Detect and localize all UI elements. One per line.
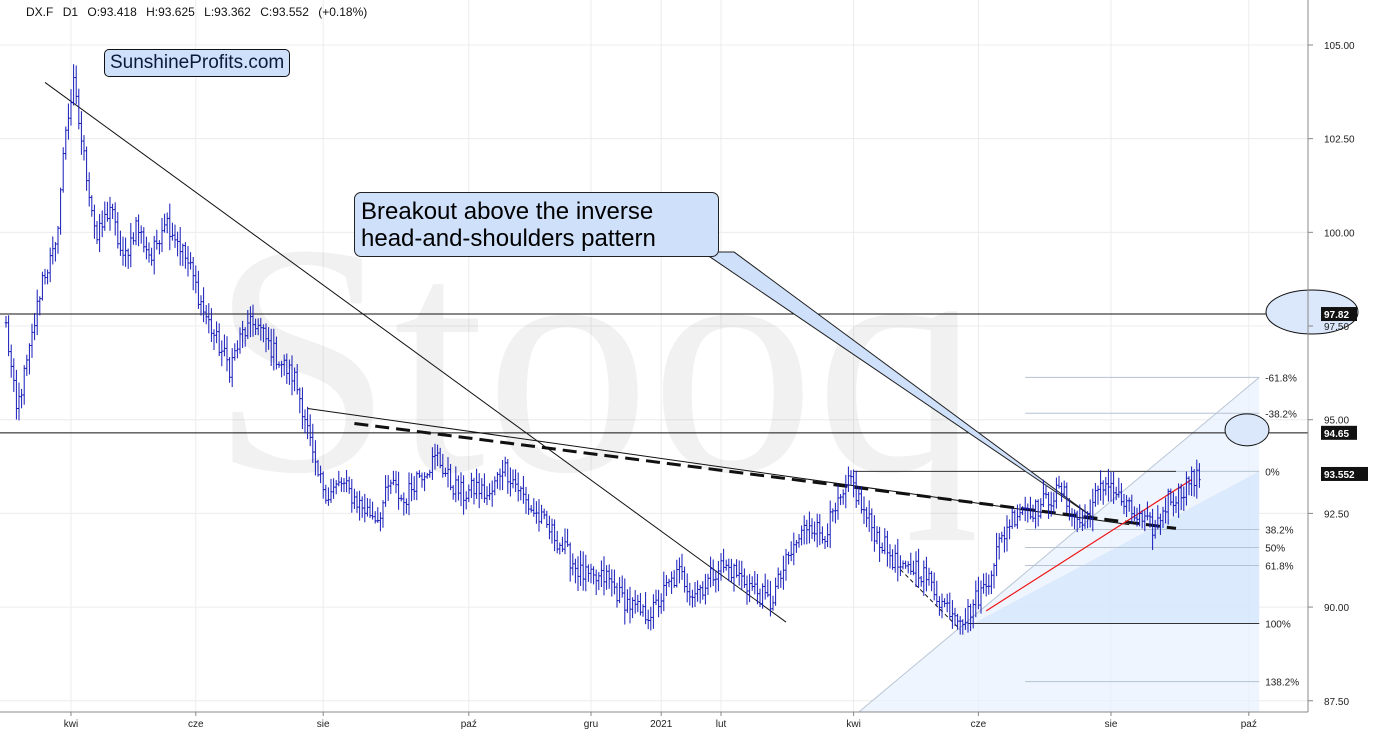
fib-level-label: -38.2% — [1265, 409, 1297, 420]
time-tick-label: paź — [1241, 719, 1257, 730]
time-tick-label: cze — [971, 719, 987, 730]
price-tick-label: 92.50 — [1324, 509, 1349, 520]
breakout-callout: Breakout above the inverse head-and-shou… — [354, 192, 719, 257]
price-tick-label: 102.50 — [1324, 135, 1355, 146]
support-red-line — [985, 479, 1192, 612]
symbol: DX.F — [26, 5, 54, 19]
trend-lines — [0, 82, 1308, 630]
fib-level-label: 61.8% — [1265, 561, 1293, 572]
time-tick-label: sie — [317, 719, 330, 730]
price-marker-label: 94.65 — [1324, 429, 1349, 440]
time-tick-label: cze — [188, 719, 204, 730]
fibonacci-levels: -61.8% -38.2% 0% 38.2% 50% 61.8% 100% 138.2% — [853, 373, 1299, 713]
price-marker-box — [1321, 425, 1357, 440]
fib-level-label: -61.8% — [1265, 373, 1297, 384]
price-tick-label: 100.00 — [1324, 228, 1355, 239]
price-marker-box — [1321, 307, 1357, 322]
time-axis: kwi cze sie paź gru 2021 lut kwi cze sie paź — [0, 711, 1308, 730]
fib-fan-inner — [973, 471, 1260, 624]
change-value: (+0.18%) — [318, 5, 368, 19]
ohlc-header: DX.F D1 O:93.418 H:93.625 L:93.362 C:93.… — [26, 5, 373, 19]
time-tick-label: kwi — [64, 719, 78, 730]
fib-level-label: 50% — [1265, 543, 1285, 554]
price-marker-label: 97.82 — [1324, 310, 1349, 321]
fib-level-label: 38.2% — [1265, 526, 1293, 537]
highlight-ellipses — [1224, 289, 1359, 447]
price-tick-label: 105.00 — [1324, 41, 1355, 52]
timeframe: D1 — [62, 5, 79, 19]
ellipse-97-82 — [1265, 289, 1359, 335]
candles — [4, 64, 1201, 635]
low-value: L:93.362 — [204, 5, 251, 19]
high-value: H:93.625 — [146, 5, 195, 19]
time-tick-label: lut — [716, 719, 727, 730]
price-tick-label: 97.50 — [1324, 322, 1349, 333]
time-tick-label: gru — [584, 719, 598, 730]
fib-level-label: 0% — [1265, 467, 1280, 478]
callout-line-2: head-and-shoulders pattern — [361, 225, 656, 252]
neckline-dashed — [354, 421, 1177, 530]
open-value: O:93.418 — [87, 5, 137, 19]
fib-level-label: 100% — [1265, 620, 1291, 631]
time-tick-label: kwi — [846, 719, 860, 730]
price-tick-label: 90.00 — [1324, 603, 1349, 614]
time-tick-label: 2021 — [650, 719, 673, 730]
close-value: C:93.552 — [260, 5, 309, 19]
sunshine-profits-logo: SunshineProfits.com — [104, 49, 291, 77]
callout-line-1: Breakout above the inverse — [361, 198, 654, 225]
ellipse-94-65 — [1224, 413, 1270, 447]
time-tick-label: sie — [1105, 719, 1118, 730]
price-tick-label: 87.50 — [1324, 697, 1349, 708]
fib-level-label: 138.2% — [1265, 678, 1299, 689]
right-shoulder-dashed — [900, 569, 961, 630]
price-marker-label: 93.552 — [1324, 470, 1355, 481]
price-axis: 105.00 102.50 100.00 97.50 95.00 92.50 90.00 87… — [1307, 0, 1368, 712]
price-tick-label: 95.00 — [1324, 416, 1349, 427]
long-downtrend-line — [44, 82, 787, 623]
time-tick-label: paź — [461, 719, 477, 730]
price-marker-box — [1321, 466, 1368, 481]
